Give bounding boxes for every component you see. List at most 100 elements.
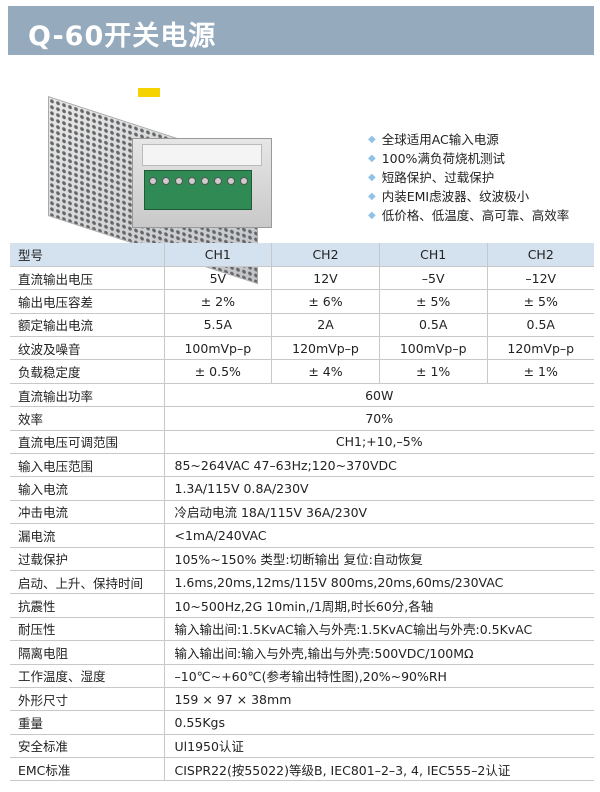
cell: ± 1% (379, 359, 488, 384)
row-label: 输入电压范围 (10, 453, 165, 478)
row-label: 直流输出电压 (10, 266, 165, 291)
table-row: 额定输出电流 5.5A 2A 0.5A 0.5A (10, 313, 594, 338)
row-label: 启动、上升、保持时间 (10, 570, 165, 595)
row-label: 效率 (10, 406, 165, 431)
cell: 159 × 97 × 38mm (164, 687, 594, 712)
table-row: 重量 0.55Kgs (10, 710, 594, 735)
cell: 12V (271, 266, 380, 291)
feature-item: ◆ 短路保护、过载保护 (368, 168, 569, 187)
table-row: 输出电压容差 ± 2% ± 6% ± 5% ± 5% (10, 289, 594, 314)
feature-text: 内装EMI虑波器、纹波极小 (381, 189, 530, 204)
row-label: EMC标准 (10, 757, 165, 782)
cell: ± 5% (487, 289, 594, 314)
cell: 0.5A (487, 313, 594, 338)
cell: –10℃~+60℃(参考输出特性图),20%~90%RH (164, 664, 594, 688)
diamond-bullet-icon: ◆ (368, 134, 376, 145)
row-label: 输入电流 (10, 476, 165, 501)
row-label: 负载稳定度 (10, 359, 165, 384)
row-label: 直流电压可调范围 (10, 430, 165, 455)
table-row: 直流输出电压 5V 12V –5V –12V (10, 266, 594, 291)
table-row: 纹波及噪音 100mVp–p 120mVp–p 100mVp–p 120mVp–p (10, 336, 594, 361)
cell: 60W (164, 383, 594, 408)
cell: ± 6% (271, 289, 380, 314)
feature-item: ◆ 全球适用AC输入电源 (368, 130, 569, 149)
cell: ± 5% (379, 289, 488, 314)
cell: Ul1950认证 (164, 734, 594, 759)
table-row: 冲击电流 冷启动电流 18A/115V 36A/230V (10, 500, 594, 525)
cell: ± 4% (271, 359, 380, 384)
psu-label (142, 144, 262, 166)
cell: <1mA/240VAC (164, 523, 594, 548)
table-row: EMC标准 CISPR22(按55022)等级B, IEC801–2–3, 4, … (10, 757, 594, 782)
row-label: 漏电流 (10, 523, 165, 548)
table-row: 外形尺寸 159 × 97 × 38mm (10, 687, 594, 712)
column-header: CH2 (487, 243, 594, 267)
table-row: 输入电流 1.3A/115V 0.8A/230V (10, 476, 594, 501)
cell: 105%~150% 类型:切断输出 复位:自动恢复 (164, 547, 594, 571)
cell: 输入输出间:1.5KvAC输入与外壳:1.5KvAC输出与外壳:0.5KvAC (164, 617, 594, 642)
feature-text: 短路保护、过载保护 (381, 170, 495, 185)
feature-item: ◆ 低价格、低温度、高可靠、高效率 (368, 206, 569, 225)
table-row: 抗震性 10~500Hz,2G 10min,/1周期,时长60分,各轴 (10, 593, 594, 618)
row-label: 工作温度、湿度 (10, 664, 165, 688)
row-label: 额定输出电流 (10, 313, 165, 338)
row-label: 外形尺寸 (10, 687, 165, 712)
diamond-bullet-icon: ◆ (368, 191, 376, 202)
cell: –12V (487, 266, 594, 291)
psu-terminal-block (144, 170, 252, 210)
cell: 70% (164, 406, 594, 431)
table-row: 隔离电阻 输入输出间:输入与外壳,输出与外壳:500VDC/100MΩ (10, 640, 594, 665)
row-label: 冲击电流 (10, 500, 165, 525)
product-image (44, 88, 274, 285)
page-title: Q-60开关电源 (28, 21, 217, 52)
cell: 1.3A/115V 0.8A/230V (164, 476, 594, 501)
cell: 120mVp–p (487, 336, 594, 361)
table-row: 漏电流 <1mA/240VAC (10, 523, 594, 548)
cell: ± 2% (164, 289, 273, 314)
column-header: CH1 (164, 243, 273, 267)
row-label: 耐压性 (10, 617, 165, 642)
feature-text: 全球适用AC输入电源 (381, 132, 499, 147)
cell: ± 0.5% (164, 359, 273, 384)
title-bar: Q-60开关电源 (8, 6, 594, 55)
cell: 5.5A (164, 313, 273, 338)
cell: 120mVp–p (271, 336, 380, 361)
table-row: 工作温度、湿度 –10℃~+60℃(参考输出特性图),20%~90%RH (10, 664, 594, 688)
cell: 0.55Kgs (164, 710, 594, 735)
row-label: 型号 (10, 243, 165, 267)
feature-list: ◆ 全球适用AC输入电源 ◆ 100%满负荷烧机测试 ◆ 短路保护、过载保护 ◆ 内装EMI虑… (368, 130, 569, 225)
cell: 100mVp–p (379, 336, 488, 361)
spec-table: 型号 CH1 CH2 CH1 CH2 直流输出电压 5V 12V –5V –12V 输出电压容差 ± … (10, 243, 594, 782)
cell: 2A (271, 313, 380, 338)
feature-item: ◆ 100%满负荷烧机测试 (368, 149, 569, 168)
cell: 85~264VAC 47–63Hz;120~370VDC (164, 453, 594, 478)
cell: 100mVp–p (164, 336, 273, 361)
cell: CH1;+10,–5% (164, 430, 594, 455)
table-row: 安全标准 Ul1950认证 (10, 734, 594, 759)
table-row: 效率 70% (10, 406, 594, 431)
cell: 冷启动电流 18A/115V 36A/230V (164, 500, 594, 525)
row-label: 隔离电阻 (10, 640, 165, 665)
row-label: 直流输出功率 (10, 383, 165, 408)
cell: 输入输出间:输入与外壳,输出与外壳:500VDC/100MΩ (164, 640, 594, 665)
table-row: 直流输出功率 60W (10, 383, 594, 408)
diamond-bullet-icon: ◆ (368, 172, 376, 183)
column-header: CH2 (271, 243, 380, 267)
row-label: 抗震性 (10, 593, 165, 618)
table-header-row: 型号 CH1 CH2 CH1 CH2 (10, 243, 594, 267)
feature-item: ◆ 内装EMI虑波器、纹波极小 (368, 187, 569, 206)
cell: 10~500Hz,2G 10min,/1周期,时长60分,各轴 (164, 593, 594, 618)
feature-text: 100%满负荷烧机测试 (381, 151, 505, 166)
cell: –5V (379, 266, 488, 291)
feature-text: 低价格、低温度、高可靠、高效率 (381, 208, 570, 223)
cell: ± 1% (487, 359, 594, 384)
table-row: 直流电压可调范围 CH1;+10,–5% (10, 430, 594, 455)
cell: 5V (164, 266, 273, 291)
row-label: 输出电压容差 (10, 289, 165, 314)
cell: 0.5A (379, 313, 488, 338)
table-row: 输入电压范围 85~264VAC 47–63Hz;120~370VDC (10, 453, 594, 478)
table-row: 负载稳定度 ± 0.5% ± 4% ± 1% ± 1% (10, 359, 594, 384)
diamond-bullet-icon: ◆ (368, 153, 376, 164)
row-label: 过载保护 (10, 547, 165, 571)
table-row: 耐压性 输入输出间:1.5KvAC输入与外壳:1.5KvAC输出与外壳:0.5Kv… (10, 617, 594, 642)
